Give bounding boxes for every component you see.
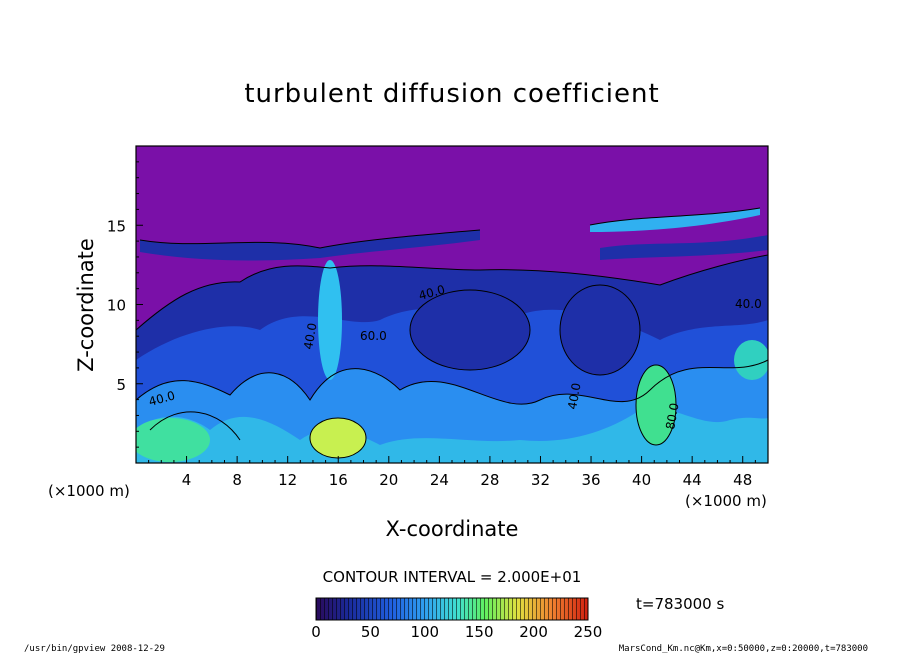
colorbar-tick-label: 0 — [311, 623, 321, 641]
x-tick-label: 16 — [329, 471, 348, 489]
contour-interval: CONTOUR INTERVAL = 2.000E+01 — [323, 568, 582, 586]
chart-title: turbulent diffusion coefficient — [244, 79, 659, 109]
colorbar-tick-label: 50 — [361, 623, 380, 641]
colorbar-tick-label: 250 — [574, 623, 603, 641]
x-tick-label: 44 — [683, 471, 702, 489]
footer-left: /usr/bin/gpview 2008-12-29 — [24, 644, 165, 654]
y-axis-label: Z-coordinate — [74, 238, 98, 372]
x-tick-label: 12 — [278, 471, 297, 489]
contour-label: 40.0 — [565, 382, 583, 411]
colorbar-tick-label: 100 — [410, 623, 439, 641]
contour-label: 60.0 — [360, 329, 387, 343]
colorbar-ticks: 0 50 100 150 200 250 — [311, 623, 602, 641]
colorbar-tick-label: 150 — [465, 623, 494, 641]
x-axis-ticks: 4 8 12 16 20 24 28 32 36 40 44 48 — [148, 456, 756, 489]
y-axis-ticks: 5 10 15 — [107, 161, 143, 448]
x-tick-label: 20 — [379, 471, 398, 489]
x-tick-label: 28 — [480, 471, 499, 489]
y-tick-label: 5 — [116, 376, 126, 394]
x-tick-label: 36 — [581, 471, 600, 489]
time-label: t=783000 s — [636, 595, 724, 613]
x-tick-label: 48 — [733, 471, 752, 489]
contour-label: 40.0 — [301, 322, 319, 351]
footer-right: MarsCond_Km.nc@Km,x=0:50000,z=0:20000,t=… — [619, 644, 868, 654]
x-axis-label: X-coordinate — [386, 517, 519, 541]
x-tick-label: 8 — [232, 471, 242, 489]
plot-area: 40.0 40.0 40.0 40.0 60.0 40.0 80.0 — [136, 146, 768, 463]
x-tick-label: 4 — [182, 471, 192, 489]
x-unit-left: (×1000 m) — [48, 482, 130, 500]
contour-label: 40.0 — [735, 297, 762, 311]
contour-label: 80.0 — [663, 402, 681, 431]
x-unit-right: (×1000 m) — [685, 492, 767, 510]
contour-label: 40.0 — [417, 282, 446, 302]
contour-label: 40.0 — [147, 388, 176, 408]
x-tick-label: 32 — [531, 471, 550, 489]
colorbar — [315, 597, 589, 621]
y-tick-label: 15 — [107, 217, 126, 235]
y-tick-label: 10 — [107, 297, 126, 315]
x-tick-label: 24 — [430, 471, 449, 489]
x-tick-label: 40 — [632, 471, 651, 489]
colorbar-tick-label: 200 — [519, 623, 548, 641]
